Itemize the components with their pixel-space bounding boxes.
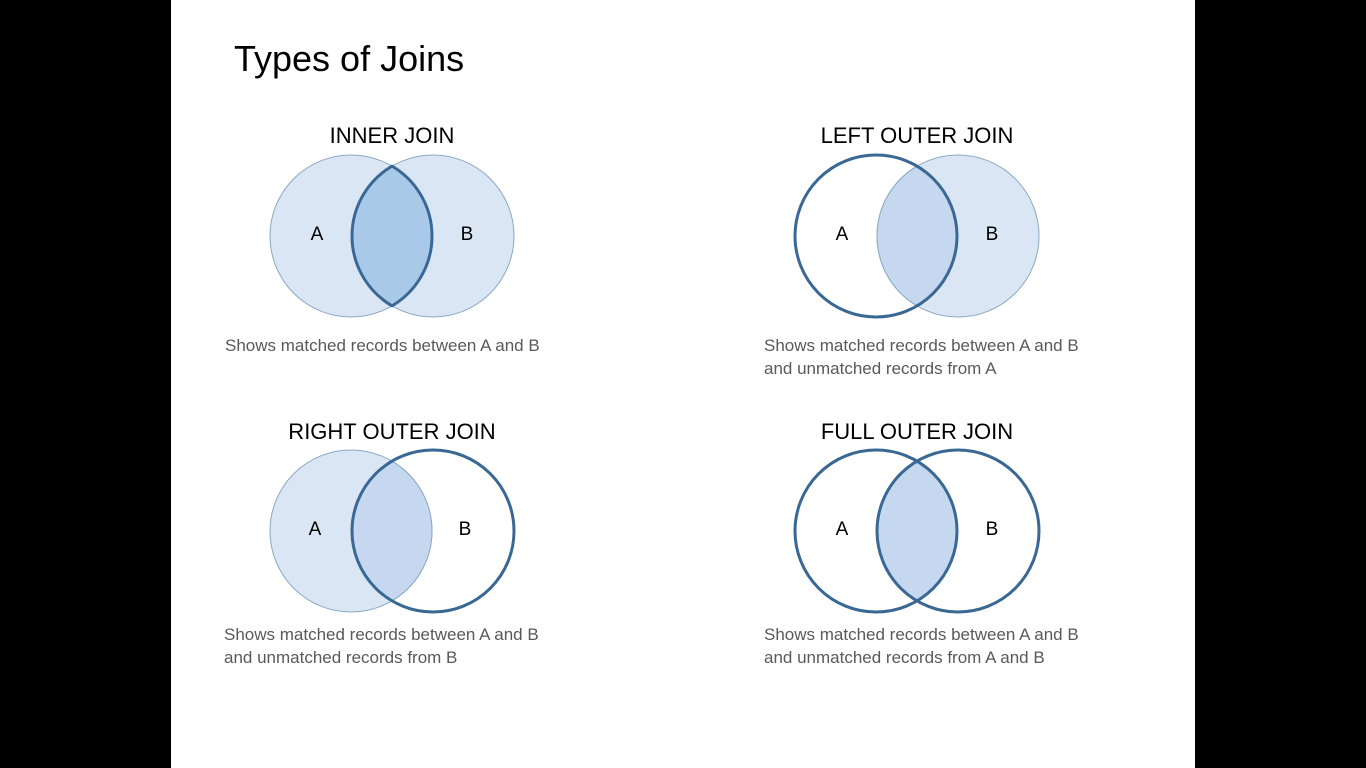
full-outer-join-venn-diagram: A B: [793, 448, 1041, 614]
slide-title: Types of Joins: [234, 38, 465, 79]
left-outer-join-caption-line-2: and unmatched records from A: [764, 359, 997, 378]
right-outer-join-caption-line-2: and unmatched records from B: [224, 648, 458, 667]
full-outer-join-caption-line-1: Shows matched records between A and B: [764, 625, 1079, 644]
slide: Types of Joins INNER JOIN A B Shows matc…: [171, 0, 1195, 768]
label-b: B: [986, 224, 999, 245]
full-outer-join-caption: Shows matched records between A and B an…: [764, 623, 1079, 669]
circle-a: [793, 153, 959, 319]
right-outer-join-venn-diagram: A B: [269, 448, 516, 614]
left-outer-join-venn-diagram: A B: [793, 153, 1040, 319]
right-outer-join-caption: Shows matched records between A and B an…: [224, 623, 539, 669]
full-outer-join-title: FULL OUTER JOIN: [820, 419, 1014, 444]
intersection: [350, 164, 434, 308]
left-outer-join-caption: Shows matched records between A and B an…: [764, 334, 1079, 380]
label-a: A: [311, 224, 324, 245]
circle-b: [350, 448, 516, 614]
circle-b: [875, 448, 1041, 614]
left-outer-join-caption-line-1: Shows matched records between A and B: [764, 336, 1079, 355]
label-b: B: [461, 224, 474, 245]
inner-join-venn-diagram: A B: [269, 154, 515, 318]
intersection: [877, 461, 957, 601]
label-a: A: [309, 519, 322, 540]
right-outer-join-title: RIGHT OUTER JOIN: [288, 419, 496, 444]
label-a: A: [836, 519, 849, 540]
circle-a: [793, 448, 959, 614]
inner-join-title: INNER JOIN: [329, 123, 455, 148]
label-b: B: [986, 519, 999, 540]
inner-join-caption: Shows matched records between A and B: [225, 334, 540, 357]
inner-join-caption-line-1: Shows matched records between A and B: [225, 336, 540, 355]
left-outer-join-title: LEFT OUTER JOIN: [820, 123, 1014, 148]
label-b: B: [459, 519, 472, 540]
label-a: A: [836, 224, 849, 245]
full-outer-join-caption-line-2: and unmatched records from A and B: [764, 648, 1045, 667]
right-outer-join-caption-line-1: Shows matched records between A and B: [224, 625, 539, 644]
